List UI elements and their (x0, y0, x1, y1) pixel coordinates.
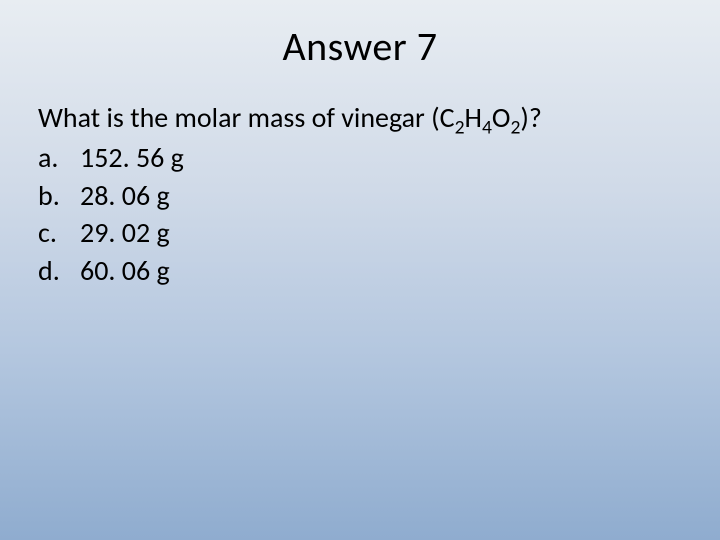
option-text: 29. 02 g (80, 214, 170, 252)
formula-o: O (492, 100, 511, 135)
question-prefix: What is the molar mass of vinegar (C (38, 100, 455, 135)
options-list: a. 152. 56 g b. 28. 06 g c. 29. 02 g d. … (38, 139, 720, 290)
slide-content: What is the molar mass of vinegar (C2H4O… (0, 99, 720, 290)
list-item: c. 29. 02 g (38, 214, 720, 252)
list-item: b. 28. 06 g (38, 177, 720, 215)
option-text: 152. 56 g (80, 139, 184, 177)
option-text: 60. 06 g (80, 252, 170, 290)
option-letter: c. (38, 214, 80, 252)
option-letter: a. (38, 139, 80, 177)
question-text: What is the molar mass of vinegar (C2H4O… (38, 99, 720, 137)
option-letter: b. (38, 177, 80, 215)
option-text: 28. 06 g (80, 177, 170, 215)
list-item: d. 60. 06 g (38, 252, 720, 290)
question-suffix: )? (520, 100, 541, 135)
slide-title: Answer 7 (0, 0, 720, 99)
formula-h: H (465, 100, 482, 135)
formula-c-sub: 2 (455, 116, 465, 140)
list-item: a. 152. 56 g (38, 139, 720, 177)
formula-h-sub: 4 (482, 116, 492, 140)
option-letter: d. (38, 252, 80, 290)
formula-o-sub: 2 (510, 116, 520, 140)
slide: Answer 7 What is the molar mass of vineg… (0, 0, 720, 540)
